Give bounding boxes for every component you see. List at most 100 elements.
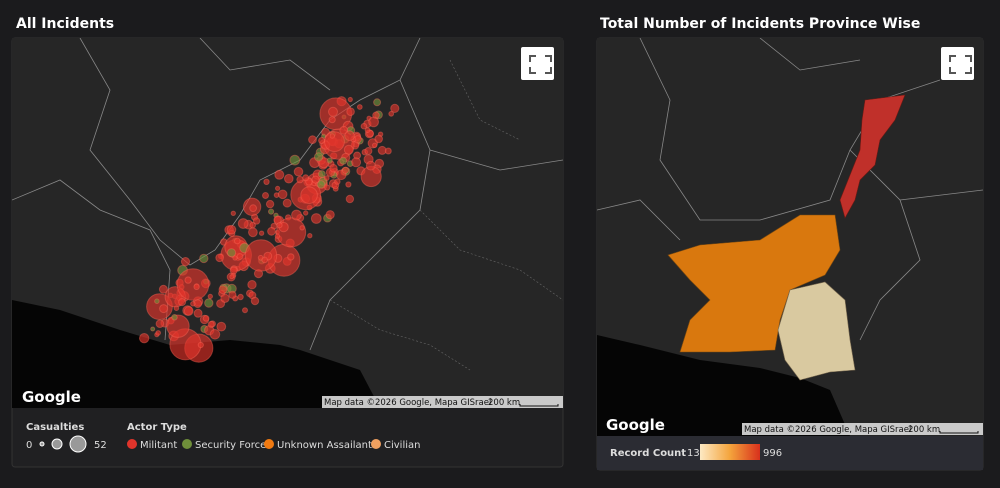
incident-point <box>158 284 168 294</box>
incident-point <box>339 156 348 165</box>
province-kp <box>839 94 906 219</box>
incident-point <box>308 135 317 145</box>
incident-point <box>360 122 368 130</box>
actor-legend: Militant Security Force Unknown Assailants… <box>127 439 420 451</box>
legend-title: Casualties <box>26 422 84 433</box>
incident-point <box>261 256 269 264</box>
incident-point <box>318 137 326 144</box>
province-balochistan <box>667 214 841 353</box>
legend-min: 13 <box>687 448 700 459</box>
incident-point <box>277 189 288 200</box>
incident-point <box>184 276 192 284</box>
incident-point <box>310 213 322 224</box>
incident-point <box>274 233 281 239</box>
incident-point <box>317 170 326 179</box>
incident-point <box>345 181 352 188</box>
scale-bar <box>519 404 559 407</box>
incident-point <box>345 194 355 204</box>
incident-point <box>237 218 249 229</box>
incident-point <box>300 186 318 204</box>
incident-point <box>302 174 310 182</box>
incident-point <box>229 266 238 275</box>
map <box>597 38 983 436</box>
map-data: Map data ©2026 Google, Mapa GISrael <box>744 425 911 435</box>
incident-point <box>159 304 169 314</box>
incident-point <box>275 185 281 191</box>
legend-title: Actor Type <box>127 422 187 433</box>
incident-points <box>139 96 400 363</box>
incident-point <box>180 257 191 267</box>
incident-point <box>326 157 333 164</box>
attribution-bar <box>742 423 983 435</box>
incident-point <box>364 127 371 134</box>
province-sindh <box>777 281 856 381</box>
incident-point <box>226 224 237 235</box>
incident-point <box>178 298 187 307</box>
incident-point <box>364 147 373 155</box>
incident-point <box>343 144 354 155</box>
incident-point <box>374 134 384 144</box>
legend-swatch <box>371 439 381 449</box>
incident-point <box>328 106 338 117</box>
incident-point <box>334 178 341 185</box>
incident-point <box>216 321 227 332</box>
incident-point <box>368 116 380 128</box>
incident-point <box>324 184 331 191</box>
incident-point <box>173 305 180 312</box>
incident-point <box>284 173 294 184</box>
incident-point <box>347 96 353 103</box>
incident-point <box>373 98 382 107</box>
incident-point <box>263 178 270 186</box>
fullscreen-button[interactable] <box>941 47 974 80</box>
size-swatch <box>39 441 45 447</box>
incident-point <box>287 253 295 261</box>
incident-point <box>341 166 350 174</box>
legend-label: Militant <box>140 440 177 451</box>
incident-point <box>282 198 292 208</box>
incident-point <box>303 210 309 216</box>
incident-point <box>226 248 237 258</box>
scale-label: 200 km <box>488 398 520 408</box>
fullscreen-button[interactable] <box>521 47 554 80</box>
attribution: Google <box>606 416 665 434</box>
legend-label: Unknown Assailants <box>277 440 377 451</box>
incident-point <box>365 160 376 171</box>
incident-point <box>230 210 237 217</box>
incident-point <box>155 330 161 336</box>
incident-point <box>197 341 204 349</box>
incident-point <box>202 315 210 322</box>
incident-point <box>313 152 324 162</box>
color-ramp <box>700 444 760 460</box>
incident-point <box>139 333 150 344</box>
incident-point <box>351 157 362 168</box>
incident-point <box>356 104 363 110</box>
incident-point <box>229 274 235 280</box>
incident-point <box>265 199 275 209</box>
legend-swatch <box>127 439 137 449</box>
incident-point <box>248 227 258 238</box>
incident-point <box>228 290 237 299</box>
legend-title: Record Count <box>610 448 686 459</box>
attribution-bar <box>322 396 563 408</box>
map <box>12 38 563 408</box>
incident-point <box>267 226 276 236</box>
size-swatch <box>51 438 63 450</box>
incident-point <box>244 239 278 272</box>
incident-point <box>344 130 355 141</box>
legend-label: Security Force <box>195 440 266 451</box>
incident-point <box>276 217 307 248</box>
map-data: Map data ©2026 Google, Mapa GISrael <box>324 398 491 408</box>
incident-point <box>209 329 221 340</box>
incident-point <box>258 230 265 236</box>
incident-point <box>346 107 355 116</box>
fullscreen-icon <box>949 55 972 74</box>
legend-label: Civilian <box>384 440 420 451</box>
incident-point <box>207 293 214 300</box>
incident-point <box>237 293 244 301</box>
legend-max: 52 <box>94 440 107 451</box>
incident-point <box>252 217 261 225</box>
incident-point <box>329 164 338 173</box>
incident-point <box>384 147 392 155</box>
incident-point <box>329 133 335 139</box>
legend-swatch <box>264 439 274 449</box>
